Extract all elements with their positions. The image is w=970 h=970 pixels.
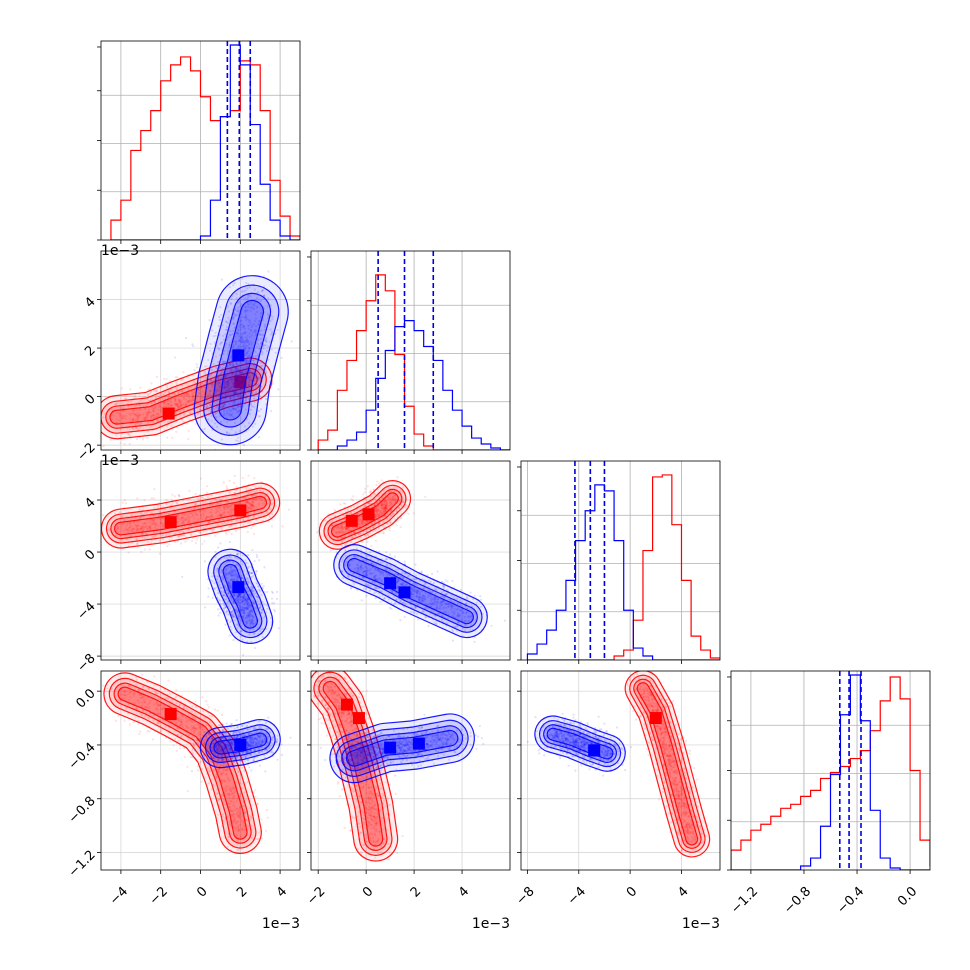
density-peak-red: [362, 508, 375, 521]
histogram-blue-2: [526, 484, 720, 660]
y-tick-label: 0: [82, 547, 98, 563]
histogram-panel-3: [731, 671, 930, 870]
scatter-panel-3-0: [101, 671, 300, 870]
histogram-red-2: [527, 474, 720, 660]
x-tick-label: −4: [107, 884, 131, 908]
density-peak-blue: [232, 349, 245, 362]
density-peak-blue: [232, 581, 245, 594]
contour-outline-blue: [222, 563, 259, 629]
density-peak-blue: [588, 744, 601, 757]
y-tick-label: 4: [82, 495, 98, 511]
x-tick-label: 4: [675, 884, 691, 900]
density-peak-red: [352, 712, 365, 725]
y-tick-label: −4: [74, 599, 98, 623]
histogram-panel-2: [521, 461, 720, 660]
density-peak-red: [340, 698, 353, 711]
density-peak-red: [234, 504, 247, 517]
density-peak-red: [162, 407, 175, 420]
x-exponent-label: 1e−3: [472, 916, 510, 932]
x-tick-label: −1.2: [728, 884, 761, 917]
x-tick-label: −8: [513, 884, 537, 908]
contour-outline-red: [636, 682, 699, 846]
density-peak-blue: [398, 586, 411, 599]
x-tick-label: 4: [274, 884, 290, 900]
x-tick-label: 4: [456, 884, 472, 900]
y-tick-label: −0.8: [66, 794, 99, 827]
y-tick-label: −8: [74, 651, 98, 675]
scatter-panel-2-1: [311, 461, 510, 660]
y-tick-label: 4: [82, 295, 98, 311]
x-tick-label: −2: [147, 884, 171, 908]
scatter-axes-2-1: [310, 460, 511, 661]
x-tick-label: 2: [408, 884, 424, 900]
density-peak-red: [345, 514, 358, 527]
density-peak-blue: [384, 577, 397, 590]
x-tick-label: 0: [194, 884, 210, 900]
x-tick-label: 0: [624, 884, 640, 900]
x-tick-label: 0.0: [895, 884, 920, 909]
scatter-panel-3-2: [521, 671, 720, 870]
histogram-red-0: [110, 56, 300, 240]
x-tick-label: 0: [360, 884, 376, 900]
x-tick-label: −0.8: [781, 884, 814, 917]
scatter-panel-2-0: [101, 461, 300, 660]
x-exponent-label: 1e−3: [682, 916, 720, 932]
histogram-blue-1: [318, 320, 510, 450]
contour-outline-blue: [345, 729, 459, 767]
density-peak-blue: [234, 738, 247, 751]
histogram-axes-3: [730, 670, 931, 871]
histogram-blue-0: [110, 44, 300, 240]
y-tick-label: −0.4: [66, 740, 99, 773]
histogram-panel-1: [311, 251, 510, 450]
histogram-axes-1: [310, 250, 511, 451]
histogram-panel-0: [101, 41, 300, 240]
density-peak-blue: [412, 737, 425, 750]
density-peak-red: [164, 516, 177, 529]
scatter-panel-3-1: [311, 671, 510, 870]
y-tick-label: −1.2: [66, 848, 99, 881]
y-tick-label: 2: [82, 343, 98, 359]
y-exponent-label: 1e−3: [101, 453, 139, 469]
y-tick-label: 0: [82, 392, 98, 408]
x-tick-label: −4: [565, 884, 589, 908]
histogram-red-3: [731, 676, 930, 870]
density-peak-red: [164, 708, 177, 721]
x-exponent-label: 1e−3: [262, 916, 300, 932]
histogram-red-1: [317, 274, 510, 450]
y-exponent-label: 1e−3: [101, 243, 139, 259]
x-tick-label: 2: [234, 884, 250, 900]
x-tick-label: −0.4: [834, 884, 867, 917]
y-tick-label: 0.0: [73, 686, 98, 711]
scatter-axes-3-1: [310, 670, 511, 871]
density-peak-blue: [384, 741, 397, 754]
y-tick-label: −2: [74, 440, 98, 464]
density-peak-red: [649, 712, 662, 725]
x-tick-label: −2: [304, 884, 328, 908]
scatter-panel-1-0: [101, 251, 300, 450]
scatter-axes-3-2: [520, 670, 721, 871]
contour-outline-red: [114, 495, 268, 536]
